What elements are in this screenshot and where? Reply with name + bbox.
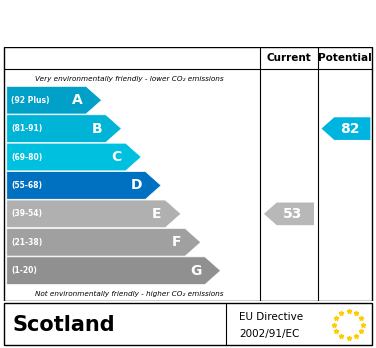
Text: (92 Plus): (92 Plus) <box>11 96 50 105</box>
Text: Current: Current <box>267 53 311 63</box>
Text: (39-54): (39-54) <box>11 209 42 218</box>
Text: (55-68): (55-68) <box>11 181 42 190</box>
Text: B: B <box>91 121 102 136</box>
Polygon shape <box>264 203 314 225</box>
Text: F: F <box>172 235 181 249</box>
Polygon shape <box>7 143 141 171</box>
Polygon shape <box>7 200 181 228</box>
Text: (1-20): (1-20) <box>11 266 37 275</box>
Polygon shape <box>321 117 370 140</box>
Text: A: A <box>71 93 82 107</box>
Polygon shape <box>7 228 201 256</box>
Text: Potential: Potential <box>318 53 372 63</box>
Text: Environmental Impact (CO$_2$) Rating: Environmental Impact (CO$_2$) Rating <box>16 13 360 34</box>
Text: C: C <box>112 150 122 164</box>
Text: Very environmentally friendly - lower CO₂ emissions: Very environmentally friendly - lower CO… <box>35 76 224 82</box>
Text: 2002/91/EC: 2002/91/EC <box>239 329 299 339</box>
Text: EU Directive: EU Directive <box>239 313 303 323</box>
Text: Not environmentally friendly - higher CO₂ emissions: Not environmentally friendly - higher CO… <box>35 291 224 297</box>
Polygon shape <box>7 115 121 142</box>
Polygon shape <box>7 172 161 199</box>
Text: Scotland: Scotland <box>13 315 115 334</box>
Text: (69-80): (69-80) <box>11 152 42 161</box>
Text: (81-91): (81-91) <box>11 124 42 133</box>
Text: (21-38): (21-38) <box>11 238 42 247</box>
Polygon shape <box>7 86 102 114</box>
Text: G: G <box>190 264 201 278</box>
Text: D: D <box>130 179 142 192</box>
Text: 82: 82 <box>340 121 359 136</box>
Polygon shape <box>7 257 221 285</box>
Text: 53: 53 <box>283 207 302 221</box>
Text: E: E <box>152 207 162 221</box>
